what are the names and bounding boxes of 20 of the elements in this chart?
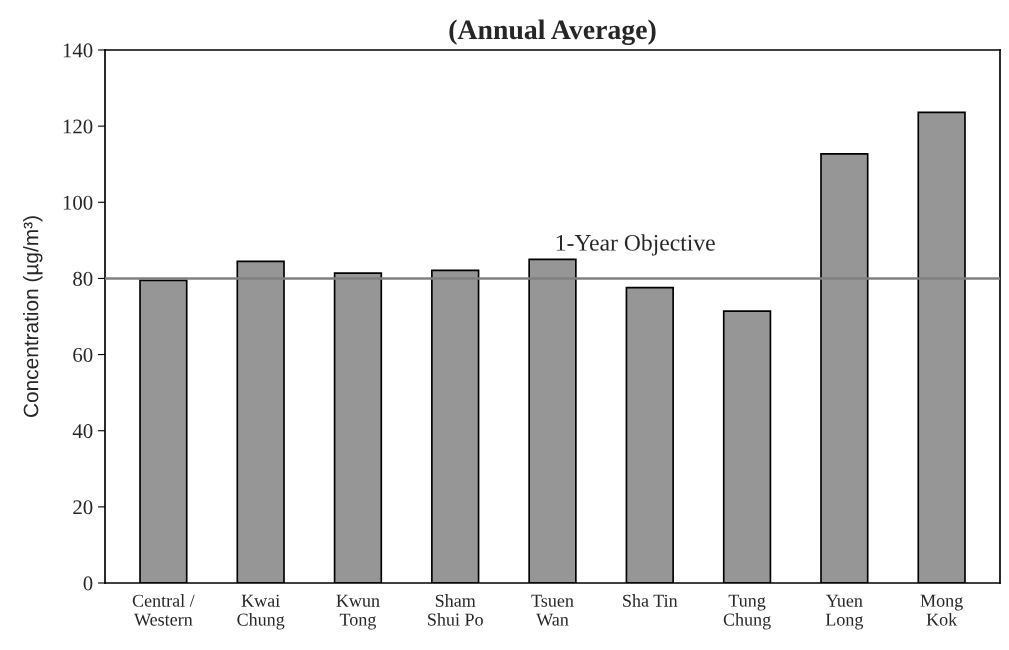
y-tick-label: 60 <box>73 347 93 362</box>
x-tick-label: Central / Western <box>132 594 195 626</box>
x-tick-label: Mong Kok <box>920 594 963 626</box>
x-tick-label: Sha Tin <box>623 594 678 607</box>
x-tick-label: Tsuen Wan <box>531 594 574 626</box>
y-axis-title: Concentration (µg/m³) <box>23 216 43 417</box>
y-tick-label: 20 <box>73 500 93 515</box>
y-tick-label: 140 <box>63 43 93 58</box>
y-tick-label: 120 <box>63 119 93 134</box>
x-tick-label: Tung Chung <box>723 594 771 630</box>
ref-line-label: 1-Year Objective <box>556 234 715 256</box>
y-tick-label: 40 <box>72 424 93 439</box>
y-tick-label: 0 <box>83 576 93 591</box>
x-tick-label: Kwun Tong <box>336 594 380 630</box>
x-tick-label: Kwai Chung <box>237 594 285 630</box>
y-tick-label: 100 <box>63 195 93 210</box>
y-tick-label: 80 <box>73 271 93 286</box>
chart-title: (Annual Average) <box>449 19 656 46</box>
x-tick-label: Sham Shui Po <box>428 594 483 626</box>
x-tick-label: Yuen Long <box>825 594 864 630</box>
